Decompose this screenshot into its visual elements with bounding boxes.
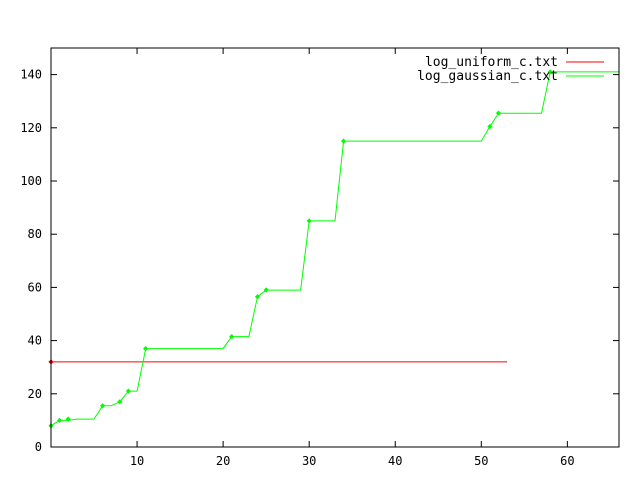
plot-area bbox=[48, 69, 619, 429]
x-tick-label: 50 bbox=[474, 454, 488, 468]
y-tick-label: 20 bbox=[28, 387, 42, 401]
plot-border bbox=[50, 47, 620, 448]
y-tick-label: 120 bbox=[20, 121, 42, 135]
x-tick-label: 30 bbox=[302, 454, 316, 468]
y-tick-label: 60 bbox=[28, 280, 42, 294]
x-tick-label: 40 bbox=[388, 454, 402, 468]
data-point bbox=[117, 399, 123, 405]
data-point bbox=[547, 69, 553, 75]
y-tick-label: 100 bbox=[20, 174, 42, 188]
x-tick-label: 60 bbox=[560, 454, 574, 468]
data-point bbox=[306, 218, 312, 224]
data-point bbox=[254, 294, 261, 300]
data-point bbox=[100, 403, 106, 409]
data-point bbox=[263, 287, 269, 293]
y-tick-label: 80 bbox=[28, 227, 42, 241]
axes: 0 20 40 60 80 100 120 140 10 20 30 40 50 60 bbox=[20, 47, 620, 468]
data-point bbox=[56, 417, 63, 424]
data-point bbox=[65, 416, 71, 422]
y-tick-label: 0 bbox=[35, 440, 42, 454]
legend-label-1: log_uniform_c.txt bbox=[425, 55, 558, 70]
legend-label-2: log_gaussian_c.txt bbox=[417, 69, 558, 84]
data-point bbox=[487, 123, 493, 130]
series-line-2 bbox=[50, 71, 619, 427]
x-tick-label: 10 bbox=[130, 454, 144, 468]
data-point bbox=[495, 110, 502, 116]
data-point bbox=[125, 388, 132, 394]
data-point bbox=[143, 345, 149, 352]
x-tick-label: 20 bbox=[216, 454, 230, 468]
y-tick-label: 40 bbox=[28, 334, 42, 348]
data-point bbox=[340, 138, 347, 144]
y-tick-label: 140 bbox=[20, 68, 42, 82]
data-point bbox=[229, 333, 235, 340]
